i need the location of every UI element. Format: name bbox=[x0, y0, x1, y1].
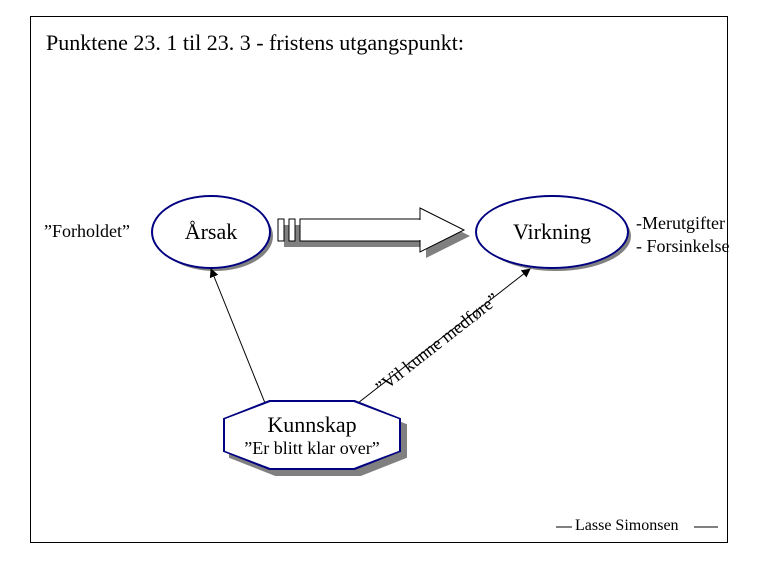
footer-rules bbox=[0, 0, 765, 570]
footer-author: Lasse Simonsen bbox=[575, 517, 679, 535]
